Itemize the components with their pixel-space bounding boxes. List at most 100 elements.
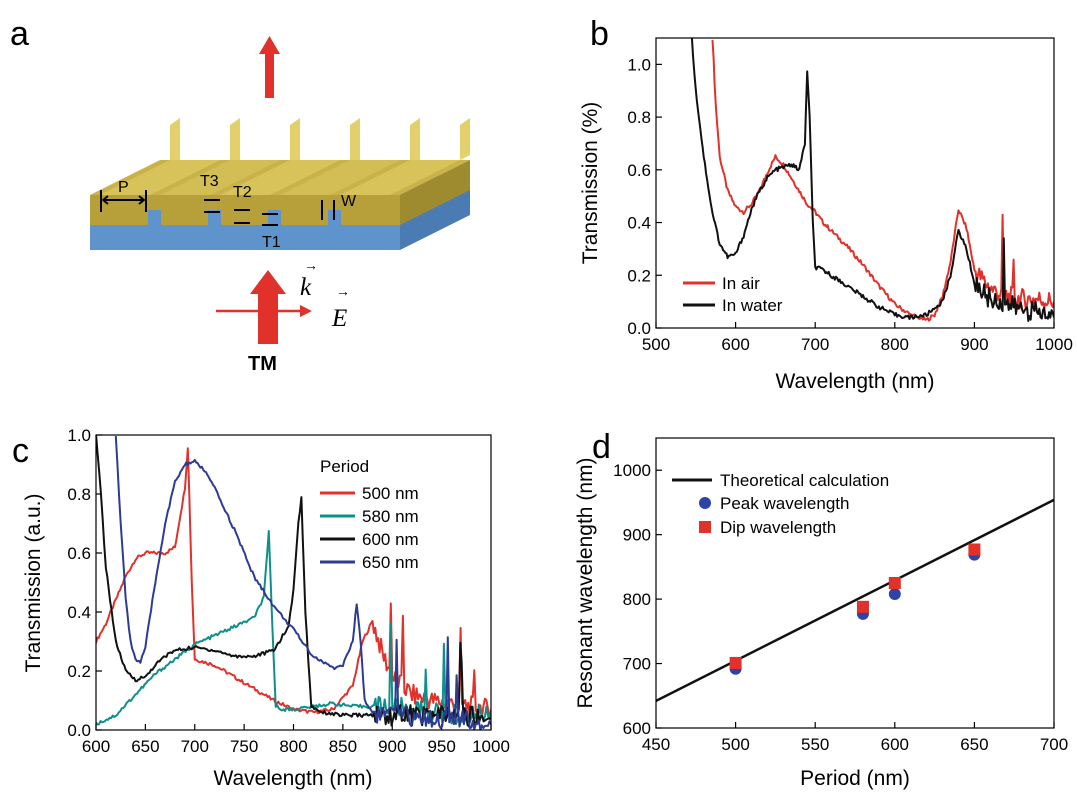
panel-b-chart: 0.0 0.2 0.4 0.6 0.8 1.0 500 600 700 800 900 1000 W… <box>579 37 1073 393</box>
label-W: W <box>341 193 357 210</box>
panel-letter-d: d <box>592 428 611 466</box>
x-tick-label: 600 <box>721 335 749 354</box>
x-tick-label: 900 <box>960 335 988 354</box>
field-arrow <box>216 305 312 317</box>
panel-c-xticks: 600 650 700 750 800 850 900 950 1000 <box>82 724 510 756</box>
y-tick-label: 800 <box>623 590 651 609</box>
x-tick-label: 850 <box>329 737 357 756</box>
panel-b-plot-area <box>690 38 1054 322</box>
x-tick-label: 800 <box>279 737 307 756</box>
panel-d-chart: 600 700 800 900 1000 450 500 550 600 650 700 Peri… <box>574 437 1068 790</box>
panel-letter-a: a <box>10 15 29 53</box>
y-tick-label: 0.6 <box>627 161 651 180</box>
dip-point <box>856 600 869 613</box>
y-tick-label: 0.4 <box>627 214 651 233</box>
series-line-600-nm <box>96 435 491 728</box>
legend-label-580nm: 580 nm <box>362 507 419 526</box>
panel-a-schematic: P T3 T2 T1 W → k → E <box>90 36 470 375</box>
label-T2: T2 <box>233 184 252 201</box>
panel-c-legend: Period 500 nm 580 nm 600 nm 650 nm <box>320 457 419 572</box>
gold-film-side <box>400 160 470 225</box>
legend-label-650nm: 650 nm <box>362 553 419 572</box>
legend-label-in-air: In air <box>722 274 760 293</box>
panel-d-plot-area <box>656 498 1054 703</box>
label-k-arrow: → <box>304 257 318 273</box>
label-TM: TM <box>248 353 277 375</box>
label-P: P <box>118 179 129 196</box>
label-k: k <box>300 274 312 301</box>
panel-c-ylabel: Transmission (a.u.) <box>22 494 45 673</box>
label-T1: T1 <box>262 234 281 251</box>
transmitted-arrow <box>259 36 280 98</box>
width-marker <box>321 200 335 220</box>
x-tick-label: 600 <box>881 735 909 754</box>
panel-b-xlabel: Wavelength (nm) <box>775 370 934 393</box>
series-group <box>656 498 1054 703</box>
y-tick-label: 0.0 <box>627 319 651 338</box>
panel-d-yticks: 600 700 800 900 1000 <box>613 461 662 738</box>
y-tick-label: 0.8 <box>67 485 91 504</box>
x-tick-label: 650 <box>960 735 988 754</box>
peak-point <box>888 587 901 600</box>
panel-d-ylabel: Resonant wavelength (nm) <box>574 458 597 709</box>
series-line-in-air <box>711 40 1054 322</box>
series-line-in-water <box>690 38 1054 322</box>
x-tick-label: 1000 <box>1035 335 1073 354</box>
x-tick-label: 800 <box>881 335 909 354</box>
y-tick-label: 900 <box>623 526 651 545</box>
series-group <box>690 38 1054 322</box>
label-T3: T3 <box>200 173 219 190</box>
series-group <box>96 435 491 730</box>
panel-letter-b: b <box>590 15 609 53</box>
x-tick-label: 600 <box>82 737 110 756</box>
panel-c-yticks: 0.0 0.2 0.4 0.6 0.8 1.0 <box>67 426 102 740</box>
slit-1 <box>148 210 161 225</box>
panel-b-legend: In air In water <box>683 274 783 315</box>
panel-d-legend: Theoretical calculation Peak wavelength … <box>672 471 889 537</box>
x-tick-label: 750 <box>230 737 258 756</box>
dip-point <box>968 543 981 556</box>
legend-label-600nm: 600 nm <box>362 530 419 549</box>
x-tick-label: 550 <box>801 735 829 754</box>
panel-b-ylabel: Transmission (%) <box>579 102 602 265</box>
x-tick-label: 700 <box>1040 735 1068 754</box>
legend-label-dip: Dip wavelength <box>720 518 836 537</box>
y-tick-label: 0.0 <box>67 721 91 740</box>
legend-swatch-peak <box>699 497 711 509</box>
y-tick-label: 0.8 <box>627 108 651 127</box>
incident-arrow <box>250 270 286 344</box>
y-tick-label: 700 <box>623 655 651 674</box>
x-tick-label: 950 <box>427 737 455 756</box>
transmitted-arrow-head <box>259 36 280 54</box>
panel-b-yticks: 0.0 0.2 0.4 0.6 0.8 1.0 <box>627 55 662 338</box>
y-tick-label: 0.4 <box>67 603 91 622</box>
panel-letter-c: c <box>12 432 29 470</box>
x-tick-label: 700 <box>801 335 829 354</box>
series-line-650-nm <box>114 435 491 730</box>
y-tick-label: 600 <box>623 719 651 738</box>
legend-label-peak: Peak wavelength <box>720 494 849 513</box>
panel-b-frame <box>655 37 1055 329</box>
y-tick-label: 1.0 <box>627 55 651 74</box>
label-E: E <box>331 305 347 332</box>
series-line-580-nm <box>96 530 491 726</box>
legend-label-theoretical: Theoretical calculation <box>720 471 889 490</box>
legend-swatch-dip <box>699 521 711 533</box>
x-tick-label: 500 <box>721 735 749 754</box>
panel-b-xticks: 500 600 700 800 900 1000 <box>642 322 1073 354</box>
x-tick-label: 1000 <box>472 737 510 756</box>
legend-label-500nm: 500 nm <box>362 484 419 503</box>
transmitted-arrow-shaft <box>265 52 274 98</box>
panel-c-frame <box>95 434 492 731</box>
dip-point <box>888 577 901 589</box>
x-tick-label: 650 <box>131 737 159 756</box>
grating-ridges <box>100 118 470 195</box>
incident-arrow-shaft <box>258 292 278 344</box>
theoretical-line <box>656 498 1054 703</box>
x-tick-label: 900 <box>378 737 406 756</box>
y-tick-label: 0.2 <box>627 266 651 285</box>
y-tick-label: 0.6 <box>67 544 91 563</box>
label-E-arrow: → <box>336 283 350 299</box>
panel-c-chart: 0.0 0.2 0.4 0.6 0.8 1.0 600 650 700 750 800 850 900… <box>22 426 510 790</box>
